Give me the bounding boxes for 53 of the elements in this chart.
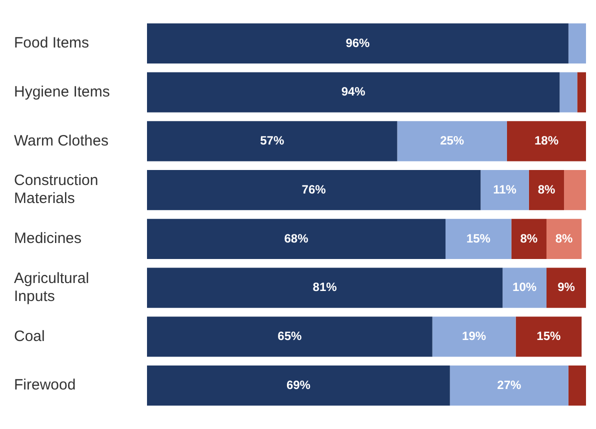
bar bbox=[568, 366, 586, 406]
data-label: 15% bbox=[536, 329, 562, 343]
bar bbox=[147, 72, 560, 112]
data-label: 65% bbox=[278, 329, 302, 343]
bar bbox=[147, 218, 446, 259]
bar bbox=[546, 268, 586, 308]
bar bbox=[480, 170, 529, 210]
data-label: 27% bbox=[497, 378, 522, 392]
y-tick-label: Coal bbox=[14, 328, 45, 345]
y-tick-label: Medicines bbox=[14, 230, 82, 248]
y-tick-label: Firewood bbox=[14, 376, 76, 394]
data-label: 81% bbox=[312, 280, 338, 294]
bar bbox=[506, 121, 586, 162]
y-tick-label: Agricultural Inputs bbox=[14, 270, 90, 305]
data-label: 25% bbox=[440, 134, 464, 148]
data-label: 19% bbox=[462, 329, 486, 343]
bar bbox=[432, 316, 516, 357]
bar bbox=[546, 218, 582, 259]
y-tick-label: Construction Materials bbox=[14, 172, 98, 208]
data-label: 11% bbox=[493, 182, 517, 196]
y-tick-label: Food Items bbox=[14, 34, 90, 52]
data-label: 18% bbox=[534, 134, 559, 148]
y-tick-label: Hygiene Items bbox=[14, 83, 110, 100]
bar bbox=[502, 268, 546, 308]
y-tick-label: Warm Clothes bbox=[14, 132, 108, 150]
bar bbox=[147, 23, 568, 64]
bar bbox=[450, 366, 568, 406]
data-label: 76% bbox=[302, 182, 326, 196]
data-label: 10% bbox=[512, 280, 537, 294]
data-label: 8% bbox=[538, 182, 556, 196]
bar bbox=[560, 72, 578, 112]
bar bbox=[147, 170, 481, 210]
data-label: 9% bbox=[558, 280, 576, 294]
bar bbox=[511, 218, 546, 259]
data-label: 57% bbox=[260, 134, 284, 148]
bar bbox=[564, 170, 586, 210]
data-label: 8% bbox=[555, 231, 574, 246]
bar bbox=[147, 316, 432, 357]
bar bbox=[446, 218, 512, 259]
data-label: 94% bbox=[341, 84, 366, 99]
data-label: 69% bbox=[286, 378, 311, 392]
data-label: 15% bbox=[466, 231, 491, 246]
data-label: 68% bbox=[284, 231, 309, 246]
data-label: 8% bbox=[520, 231, 538, 246]
bar bbox=[516, 316, 582, 357]
bar bbox=[397, 121, 507, 162]
bar bbox=[577, 72, 586, 112]
bar bbox=[147, 268, 503, 308]
bar bbox=[147, 366, 450, 406]
bar bbox=[147, 121, 398, 162]
bar bbox=[568, 23, 586, 64]
bar bbox=[528, 170, 564, 210]
data-label: 96% bbox=[346, 36, 370, 50]
